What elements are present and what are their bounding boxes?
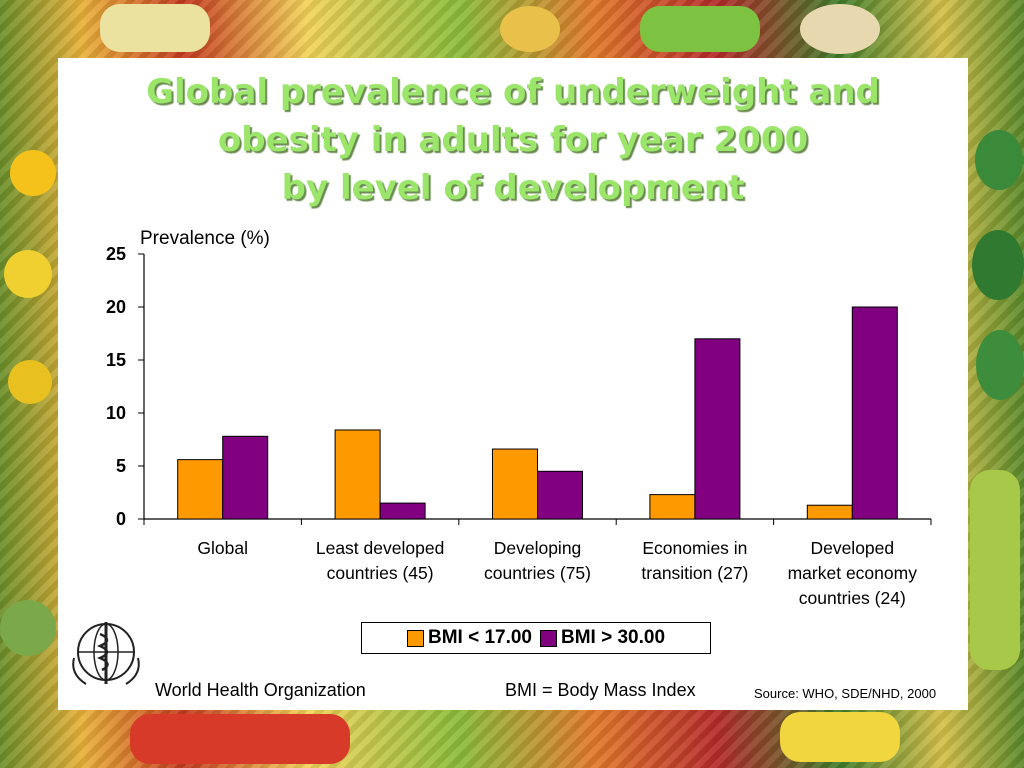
x-tick-label-line: countries (75)	[484, 563, 591, 583]
legend-item-underweight: BMI < 17.00	[406, 627, 532, 649]
who-logo-icon	[72, 622, 140, 685]
legend-label-underweight: BMI < 17.00	[427, 627, 532, 648]
legend-swatch-obesity	[540, 629, 557, 647]
y-axis-label: Prevalence (%)	[140, 228, 270, 249]
y-tick-label: 0	[116, 509, 126, 529]
bar-underweight	[334, 429, 381, 520]
bar-obesity	[537, 470, 583, 520]
bar-underweight	[177, 459, 224, 520]
x-tick-label-line: Economies in	[642, 538, 747, 558]
x-tick-label-line: countries (24)	[799, 588, 906, 608]
y-tick-label: 5	[116, 456, 126, 476]
bar-obesity	[222, 435, 269, 520]
footer-source: Source: WHO, SDE/NHD, 2000	[754, 686, 937, 701]
x-tick-label: Developing countries (75)	[484, 538, 591, 583]
legend-swatch-underweight	[406, 629, 424, 647]
x-tick-label-line: Least developed	[316, 538, 444, 558]
slide-panel: Global prevalence of underweight and obe…	[58, 58, 968, 710]
slide-title: Global prevalence of underweight and obe…	[58, 68, 968, 212]
title-line-1: Global prevalence of underweight and	[146, 72, 880, 112]
footer-bmi-note: BMI = Body Mass Index	[505, 680, 696, 700]
x-tick-label: Least developed countries (45)	[316, 538, 444, 583]
x-tick-label-line: countries (45)	[327, 563, 434, 583]
x-tick-label: Economies in transition (27)	[641, 538, 748, 583]
y-tick-label: 10	[106, 403, 126, 423]
bar-underweight	[649, 494, 696, 520]
legend-label-obesity: BMI > 30.00	[561, 627, 666, 648]
y-tick-label: 20	[106, 297, 126, 317]
chart-legend: BMI < 17.00 BMI > 30.00	[361, 622, 711, 654]
title-line-3: by level of development	[281, 168, 745, 208]
bar-obesity	[694, 338, 741, 520]
y-tick-label: 15	[106, 350, 126, 370]
bar-obesity	[379, 502, 426, 520]
bar-obesity	[851, 306, 898, 520]
footer-organization: World Health Organization	[155, 680, 366, 700]
x-tick-label: Developed market economy countries (24)	[788, 538, 918, 608]
x-tick-label: Global	[197, 538, 248, 558]
bar-underweight	[806, 504, 853, 520]
legend-item-obesity: BMI > 30.00	[540, 627, 665, 649]
y-tick-label: 25	[106, 244, 126, 264]
title-line-2: obesity in adults for year 2000	[217, 120, 809, 160]
bar-underweight	[492, 448, 538, 520]
x-tick-label-line: Developed	[810, 538, 894, 558]
x-tick-label-line: transition (27)	[641, 563, 748, 583]
x-tick-label-line: Global	[197, 538, 248, 558]
x-tick-label-line: market economy	[788, 563, 918, 583]
bar-chart: Prevalence (%) 0 5 10 15 20 25 Global Least deve…	[106, 228, 932, 608]
x-tick-label-line: Developing	[494, 538, 582, 558]
